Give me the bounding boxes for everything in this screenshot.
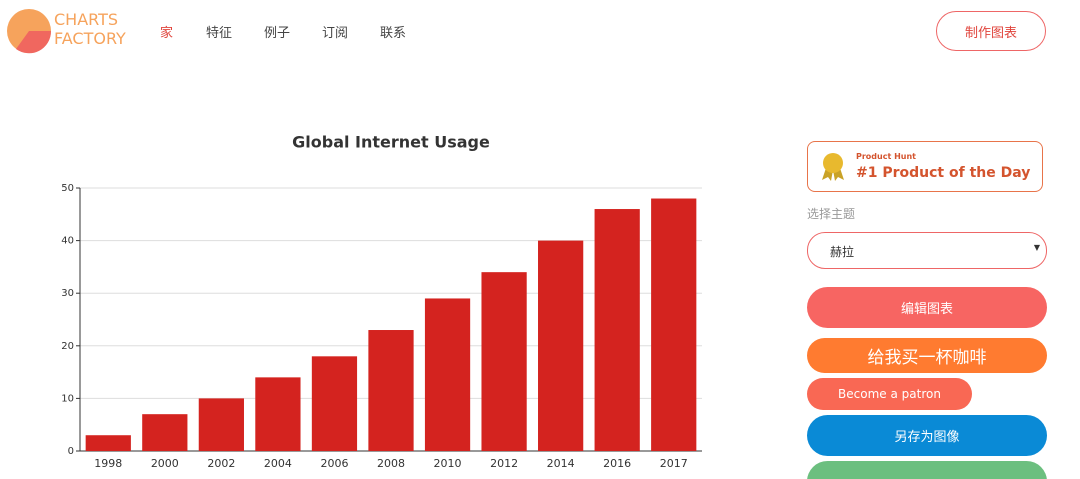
logo-icon (7, 9, 52, 54)
chart: Global Internet Usage 0 10 20 30 40 50 1998 200… (61, 133, 702, 470)
badge-small: Product Hunt (856, 152, 916, 161)
bar (85, 435, 131, 451)
logo-text[interactable]: CHARTS FACTORY (54, 10, 126, 48)
nav-link[interactable]: 例子 (264, 26, 291, 41)
bar (368, 330, 414, 451)
x-tick-label: 2004 (264, 457, 292, 470)
chart-title: Global Internet Usage (292, 133, 490, 152)
y-tick-label: 50 (61, 183, 74, 194)
nav-link[interactable]: 家 (160, 26, 174, 41)
logo-line: CHARTS (54, 10, 119, 29)
coffee-button[interactable]: 给我买一杯咖啡 (807, 338, 1047, 373)
x-tick-label: 2002 (207, 457, 235, 470)
y-tick-label: 30 (61, 288, 74, 299)
bar (311, 356, 358, 451)
patron-button[interactable]: Become a patron (807, 378, 972, 410)
nav-link[interactable]: 订阅 (322, 26, 349, 41)
more-button[interactable] (807, 461, 1047, 479)
theme-value: 赫拉 (830, 245, 855, 259)
bar (255, 377, 301, 451)
x-tick-label: 2012 (490, 457, 518, 470)
y-tick-label: 0 (68, 446, 74, 457)
bar (481, 272, 527, 451)
x-tick-label: 2010 (434, 457, 462, 470)
theme-label: 选择主题 (807, 207, 856, 221)
save-button[interactable]: 另存为图像 (807, 415, 1047, 456)
y-tick-label: 10 (61, 393, 74, 404)
bar (594, 209, 640, 451)
nav-link[interactable]: 特征 (206, 26, 233, 41)
logo-line: FACTORY (54, 29, 126, 48)
select-arrow: ▼ (1033, 243, 1040, 252)
bar (198, 398, 244, 451)
x-tick-label: 2000 (151, 457, 179, 470)
medal-icon (822, 153, 844, 181)
bar (424, 298, 471, 451)
theme-select[interactable]: 赫拉 ▼ (807, 232, 1047, 269)
bar (142, 414, 188, 451)
x-tick-label: 2016 (603, 457, 631, 470)
badge-big: #1 Product of the Day (856, 165, 1031, 181)
nav-link[interactable]: 联系 (380, 26, 407, 41)
product-hunt-badge[interactable]: Product Hunt #1 Product of the Day (807, 141, 1043, 192)
x-tick-label: 2006 (320, 457, 348, 470)
bar (538, 240, 584, 451)
edit-button[interactable]: 编辑图表 (807, 287, 1047, 328)
y-tick-label: 20 (61, 341, 74, 352)
x-tick-label: 2017 (660, 457, 688, 470)
cta-button[interactable]: 制作图表 (936, 11, 1046, 51)
x-tick-label: 2008 (377, 457, 405, 470)
bar (651, 198, 697, 451)
x-tick-label: 2014 (547, 457, 575, 470)
x-tick-label: 1998 (94, 457, 122, 470)
y-tick-label: 40 (61, 236, 74, 247)
